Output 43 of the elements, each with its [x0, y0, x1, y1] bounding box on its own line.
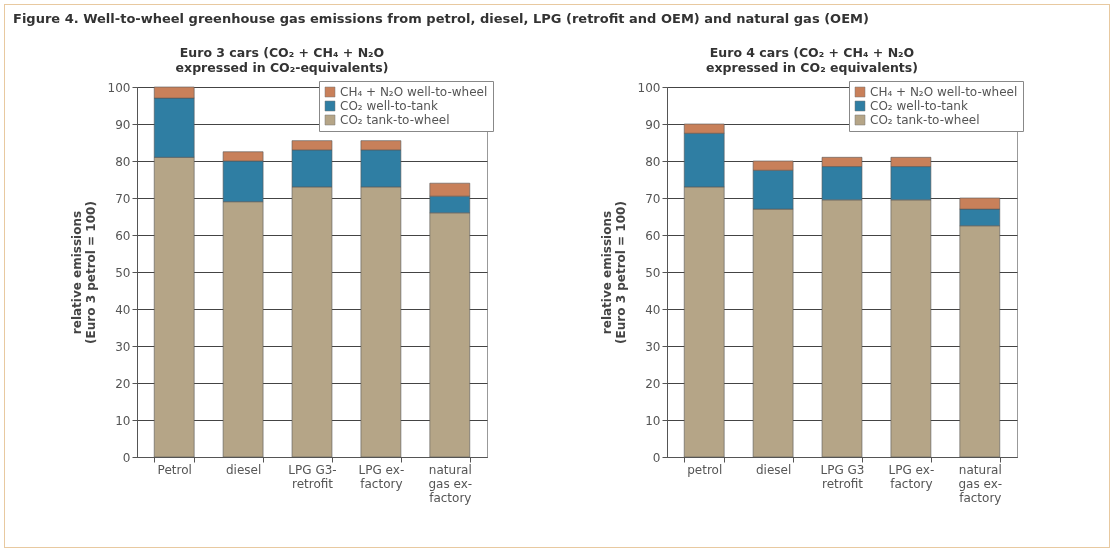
y-tick-label: 10	[645, 413, 661, 428]
y-tick-label: 80	[645, 154, 661, 169]
x-tick-label: LPG ex-factory	[888, 462, 935, 491]
x-tick-label: natural gas ex-factory	[428, 462, 473, 505]
y-tick-label: 40	[645, 302, 661, 317]
y-tick-label: 0	[652, 450, 661, 465]
y-tick-label: 90	[115, 117, 131, 132]
x-tick-label: petrol	[687, 462, 723, 477]
y-tick-label: 20	[115, 376, 131, 391]
legend-label: CH₄ + N₂O well-to-wheel	[870, 85, 1018, 99]
y-tick-label: 100	[637, 80, 661, 95]
chart-subtitle: Euro 4 cars (CO₂ + CH₄ + N₂O expressed in CO₂ equivalents)	[705, 45, 919, 75]
legend-label: CO₂ well-to-tank	[870, 99, 968, 113]
chart-subtitle: Euro 3 cars (CO₂ + CH₄ + N₂O expressed in CO₂-equivalents)	[174, 45, 390, 75]
y-axis-title: relative emissions (Euro 3 petrol = 100)	[69, 201, 98, 344]
x-tick-label: LPG G3 retrofit	[820, 462, 865, 491]
legend-label: CO₂ tank-to-wheel	[340, 113, 450, 127]
x-tick-label: LPG G3-retrofit	[288, 462, 337, 491]
x-tick-label: LPG ex-factory	[358, 462, 405, 491]
y-tick-label: 60	[115, 228, 131, 243]
x-tick-label: natural gas ex-factory	[958, 462, 1003, 505]
y-tick-label: 30	[645, 339, 661, 354]
legend-label: CO₂ tank-to-wheel	[870, 113, 980, 127]
y-tick-label: 100	[107, 80, 131, 95]
y-tick-label: 30	[115, 339, 131, 354]
y-tick-label: 20	[645, 376, 661, 391]
y-tick-label: 0	[122, 450, 131, 465]
y-tick-label: 70	[645, 191, 661, 206]
x-tick-label: diesel	[225, 462, 262, 477]
chart-title: Figure 4. Well-to-wheel greenhouse gas emissions from petrol, diesel, LPG (retrofit and OEM) and natural gas (OEM)	[12, 10, 870, 28]
x-tick-label: diesel	[755, 462, 792, 477]
y-tick-label: 50	[645, 265, 661, 280]
y-tick-label: 60	[645, 228, 661, 243]
y-tick-label: 40	[115, 302, 131, 317]
y-axis-title: relative emissions (Euro 3 petrol = 100)	[599, 201, 628, 344]
y-tick-label: 90	[645, 117, 661, 132]
y-tick-label: 10	[115, 413, 131, 428]
y-tick-label: 70	[115, 191, 131, 206]
y-tick-label: 80	[115, 154, 131, 169]
y-tick-label: 50	[115, 265, 131, 280]
legend-label: CH₄ + N₂O well-to-wheel	[340, 85, 488, 99]
legend-label: CO₂ well-to-tank	[340, 99, 438, 113]
x-tick-label: Petrol	[157, 462, 192, 477]
